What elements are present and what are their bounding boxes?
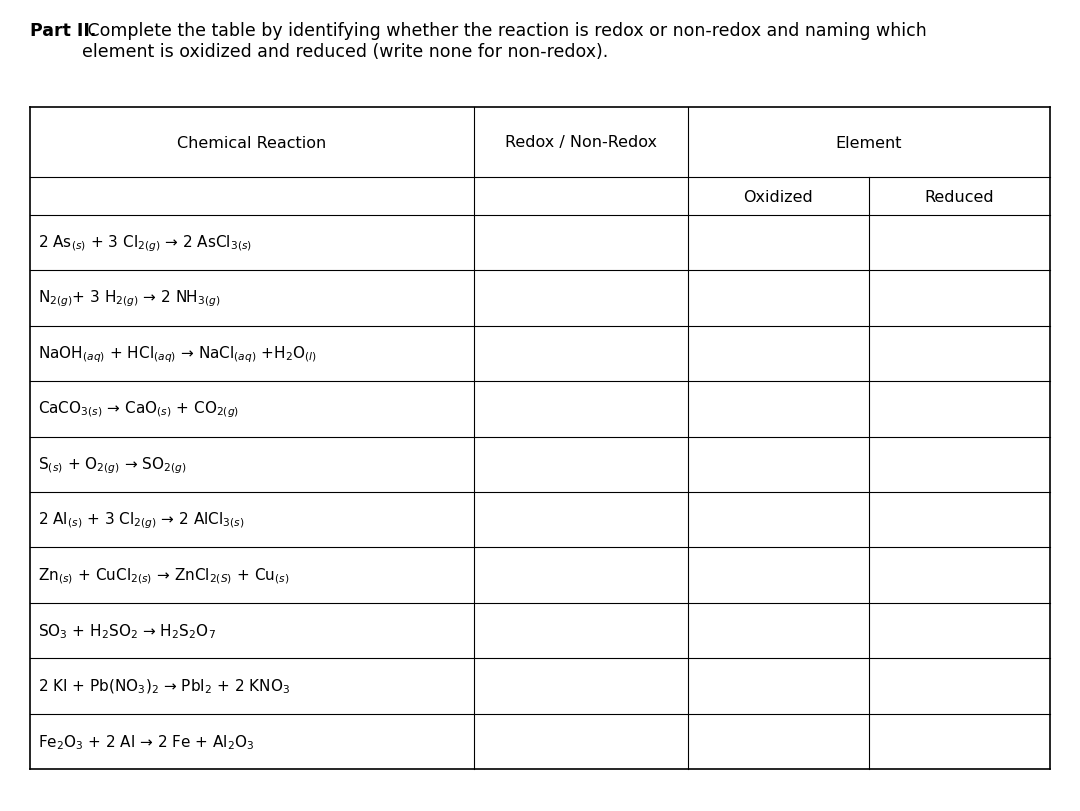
Text: 2 KI + Pb(NO$_{3}$)$_{2}$ → PbI$_{2}$ + 2 KNO$_{3}$: 2 KI + Pb(NO$_{3}$)$_{2}$ → PbI$_{2}$ + … xyxy=(38,677,291,695)
Text: Redox / Non-Redox: Redox / Non-Redox xyxy=(504,135,657,150)
Text: 2 As$_{(s)}$ + 3 Cl$_{2(g)}$ → 2 AsCl$_{3(s)}$: 2 As$_{(s)}$ + 3 Cl$_{2(g)}$ → 2 AsCl$_{… xyxy=(38,233,252,254)
Text: CaCO$_{3(s)}$ → CaO$_{(s)}$ + CO$_{2(g)}$: CaCO$_{3(s)}$ → CaO$_{(s)}$ + CO$_{2(g)}… xyxy=(38,399,239,419)
Text: NaOH$_{(aq)}$ + HCl$_{(aq)}$ → NaCl$_{(aq)}$ +H$_{2}$O$_{(l)}$: NaOH$_{(aq)}$ + HCl$_{(aq)}$ → NaCl$_{(a… xyxy=(38,344,316,364)
Text: Chemical Reaction: Chemical Reaction xyxy=(177,135,326,150)
Text: Reduced: Reduced xyxy=(924,189,995,204)
Text: Element: Element xyxy=(836,135,902,150)
Text: 2 Al$_{(s)}$ + 3 Cl$_{2(g)}$ → 2 AlCl$_{3(s)}$: 2 Al$_{(s)}$ + 3 Cl$_{2(g)}$ → 2 AlCl$_{… xyxy=(38,510,245,530)
Text: Zn$_{(s)}$ + CuCl$_{2(s)}$ → ZnCl$_{2(S)}$ + Cu$_{(s)}$: Zn$_{(s)}$ + CuCl$_{2(s)}$ → ZnCl$_{2(S)… xyxy=(38,565,289,586)
Text: N$_{2(g)}$+ 3 H$_{2(g)}$ → 2 NH$_{3(g)}$: N$_{2(g)}$+ 3 H$_{2(g)}$ → 2 NH$_{3(g)}$ xyxy=(38,289,220,309)
Text: Fe$_{2}$O$_{3}$ + 2 Al → 2 Fe + Al$_{2}$O$_{3}$: Fe$_{2}$O$_{3}$ + 2 Al → 2 Fe + Al$_{2}$… xyxy=(38,732,255,751)
Text: Part II.: Part II. xyxy=(30,22,96,40)
Text: Complete the table by identifying whether the reaction is redox or non-redox and: Complete the table by identifying whethe… xyxy=(82,22,927,61)
Text: SO$_{3}$ + H$_{2}$SO$_{2}$ → H$_{2}$S$_{2}$O$_{7}$: SO$_{3}$ + H$_{2}$SO$_{2}$ → H$_{2}$S$_{… xyxy=(38,621,216,640)
Text: Oxidized: Oxidized xyxy=(743,189,813,204)
Text: S$_{(s)}$ + O$_{2(g)}$ → SO$_{2(g)}$: S$_{(s)}$ + O$_{2(g)}$ → SO$_{2(g)}$ xyxy=(38,454,187,475)
